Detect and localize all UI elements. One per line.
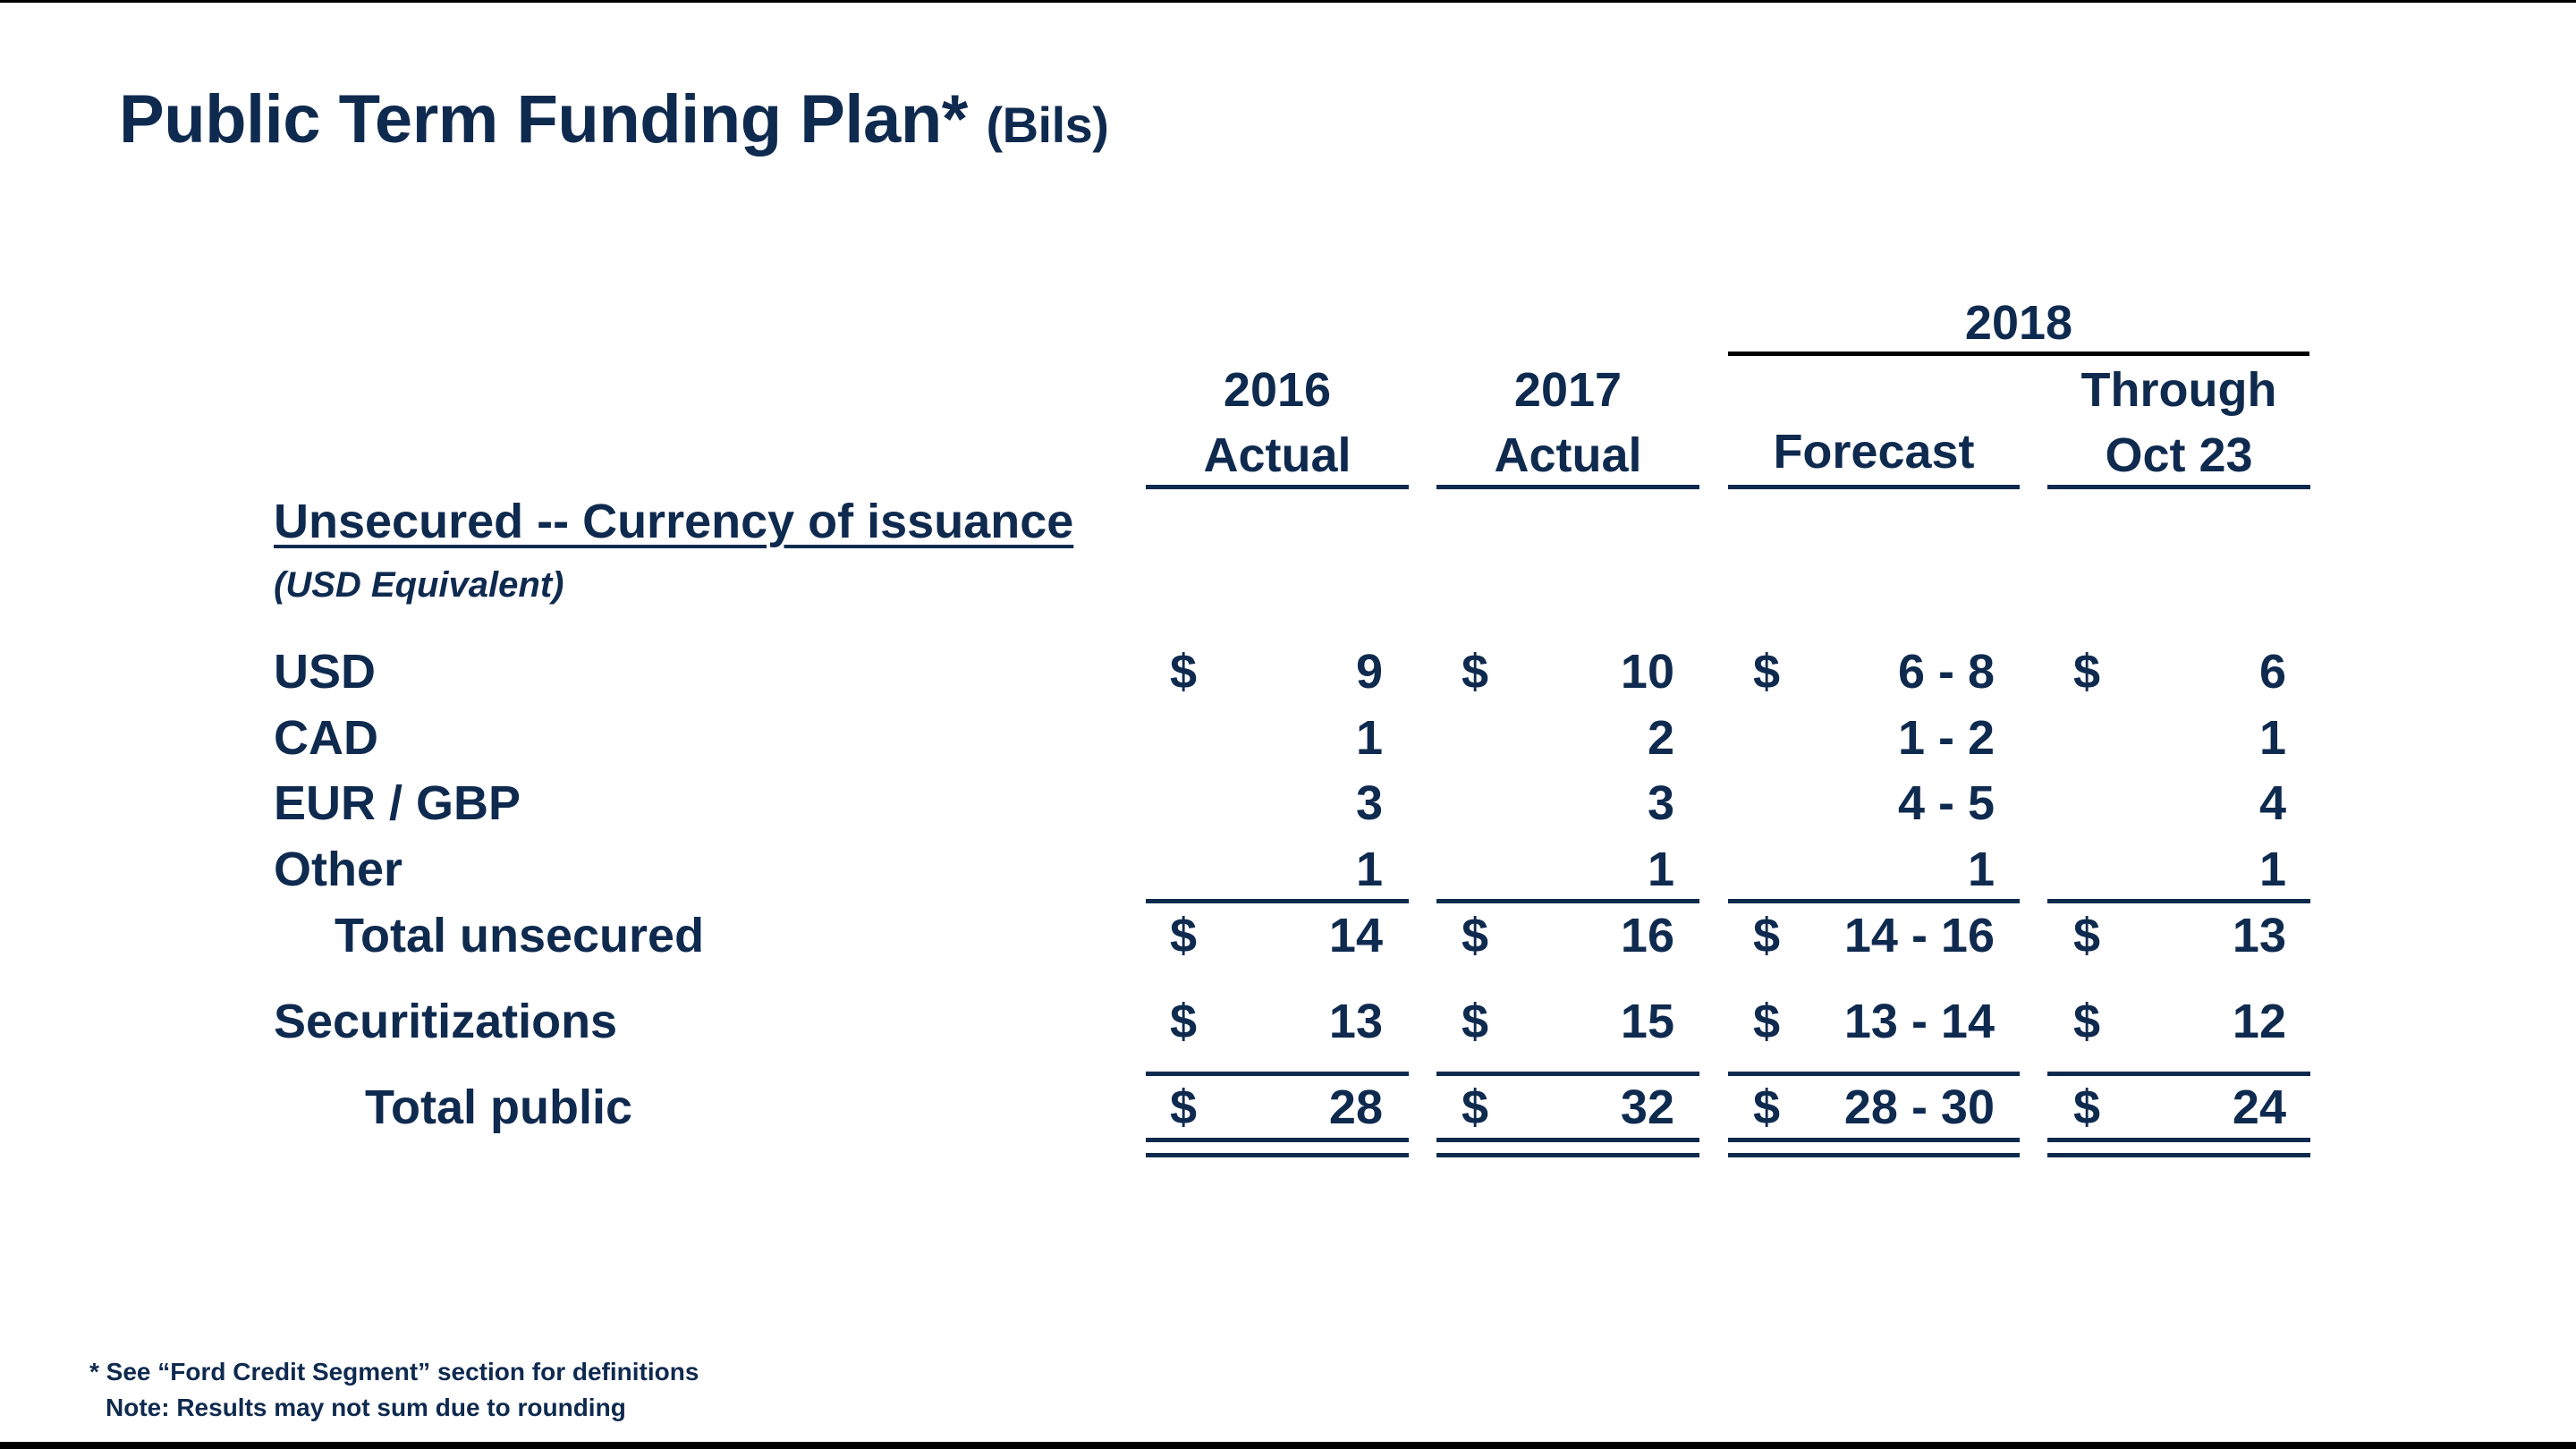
group-header-2018: 2018 [1964, 296, 2073, 350]
cell-eur-2017: 3 [1647, 776, 1674, 830]
cell-total-unsecured-through: 13 [2232, 909, 2286, 962]
col-forecast: Forecast [1773, 425, 1975, 479]
dollar-sign: $ [1462, 1080, 1489, 1134]
header-rule-forecast [1728, 485, 2020, 489]
dollar-sign: $ [1462, 909, 1489, 962]
cell-total-unsecured-2016: 14 [1328, 909, 1383, 962]
subtotal-rule-2016 [1146, 899, 1409, 903]
total-rule-2017 [1436, 1072, 1699, 1076]
double-rule-top-2017 [1436, 1138, 1699, 1142]
cell-other-forecast: 1 [1967, 843, 1995, 896]
group-header-rule [1728, 352, 2309, 356]
section-title: Unsecured -- Currency of issuance [274, 495, 1074, 548]
col-through-line1: Through [2080, 363, 2277, 417]
col-2016-line1: 2016 [1223, 363, 1332, 417]
cell-other-2017: 1 [1647, 843, 1674, 896]
dollar-sign: $ [1462, 995, 1489, 1048]
dollar-sign: $ [2073, 909, 2101, 962]
dollar-sign: $ [2073, 995, 2101, 1048]
dollar-sign: $ [1753, 995, 1781, 1048]
col-through-line2: Oct 23 [2105, 428, 2253, 482]
header-rule-2017 [1436, 485, 1699, 489]
row-label-usd: USD [274, 645, 377, 699]
row-label-total-public: Total public [365, 1080, 632, 1134]
cell-securitizations-2017: 15 [1620, 995, 1674, 1048]
col-2017-line1: 2017 [1513, 363, 1623, 417]
cell-eur-2016: 3 [1355, 776, 1383, 830]
dollar-sign: $ [1753, 1080, 1781, 1134]
dollar-sign: $ [2073, 645, 2101, 699]
page-title: Public Term Funding Plan* (Bils) [119, 80, 1109, 158]
cell-total-public-through: 24 [2232, 1080, 2286, 1134]
title-unit: (Bils) [986, 97, 1109, 153]
header-rule-through [2047, 485, 2310, 489]
cell-cad-2016: 1 [1355, 711, 1383, 765]
cell-eur-through: 4 [2258, 776, 2286, 830]
cell-eur-forecast: 4 - 5 [1897, 776, 1995, 830]
cell-usd-forecast: 6 - 8 [1897, 645, 1995, 699]
total-rule-2016 [1146, 1072, 1409, 1076]
subtotal-rule-through [2047, 899, 2310, 903]
header-rule-2016 [1146, 485, 1409, 489]
dollar-sign: $ [1170, 1080, 1198, 1134]
row-label-total-unsecured: Total unsecured [335, 909, 705, 962]
double-rule-bottom-2017 [1436, 1153, 1699, 1157]
cell-usd-2016: 9 [1355, 645, 1383, 699]
dollar-sign: $ [1170, 909, 1198, 962]
title-main: Public Term Funding Plan* [119, 81, 968, 157]
double-rule-bottom-through [2047, 1153, 2310, 1157]
row-label-cad: CAD [274, 711, 378, 765]
col-2017-line2: Actual [1494, 428, 1642, 482]
cell-usd-2017: 10 [1620, 645, 1674, 699]
double-rule-bottom-forecast [1728, 1153, 2020, 1157]
cell-securitizations-forecast: 13 - 14 [1843, 995, 1995, 1048]
footnote-rounding: Note: Results may not sum due to roundin… [106, 1394, 626, 1421]
section-subtitle: (USD Equivalent) [274, 565, 564, 605]
footnote-definitions: * See “Ford Credit Segment” section for … [89, 1358, 699, 1385]
subtotal-rule-forecast [1728, 899, 2020, 903]
cell-cad-2017: 2 [1647, 711, 1674, 765]
col-2016-line2: Actual [1203, 428, 1352, 482]
total-rule-forecast [1728, 1072, 2020, 1076]
cell-total-unsecured-2017: 16 [1620, 909, 1674, 962]
cell-total-public-forecast: 28 - 30 [1843, 1080, 1995, 1134]
dollar-sign: $ [1753, 909, 1781, 962]
cell-other-2016: 1 [1355, 843, 1383, 896]
row-label-eur-gbp: EUR / GBP [274, 776, 521, 830]
double-rule-top-through [2047, 1138, 2310, 1142]
dollar-sign: $ [1462, 645, 1489, 699]
top-border [0, 0, 2576, 3]
dollar-sign: $ [2073, 1080, 2101, 1134]
total-rule-through [2047, 1072, 2310, 1076]
cell-usd-through: 6 [2258, 645, 2286, 699]
dollar-sign: $ [1753, 645, 1781, 699]
double-rule-top-2016 [1146, 1138, 1409, 1142]
double-rule-bottom-2016 [1146, 1153, 1409, 1157]
cell-other-through: 1 [2258, 843, 2286, 896]
cell-cad-through: 1 [2258, 711, 2286, 765]
subtotal-rule-2017 [1436, 899, 1699, 903]
dollar-sign: $ [1170, 645, 1198, 699]
cell-cad-forecast: 1 - 2 [1897, 711, 1995, 765]
row-label-other: Other [274, 843, 403, 896]
double-rule-top-forecast [1728, 1138, 2020, 1142]
dollar-sign: $ [1170, 995, 1198, 1048]
cell-total-public-2016: 28 [1328, 1080, 1383, 1134]
bottom-border [0, 1442, 2576, 1449]
cell-total-unsecured-forecast: 14 - 16 [1843, 909, 1995, 962]
cell-securitizations-2016: 13 [1328, 995, 1383, 1048]
row-label-securitizations: Securitizations [274, 995, 618, 1048]
cell-securitizations-through: 12 [2232, 995, 2286, 1048]
cell-total-public-2017: 32 [1620, 1080, 1674, 1134]
